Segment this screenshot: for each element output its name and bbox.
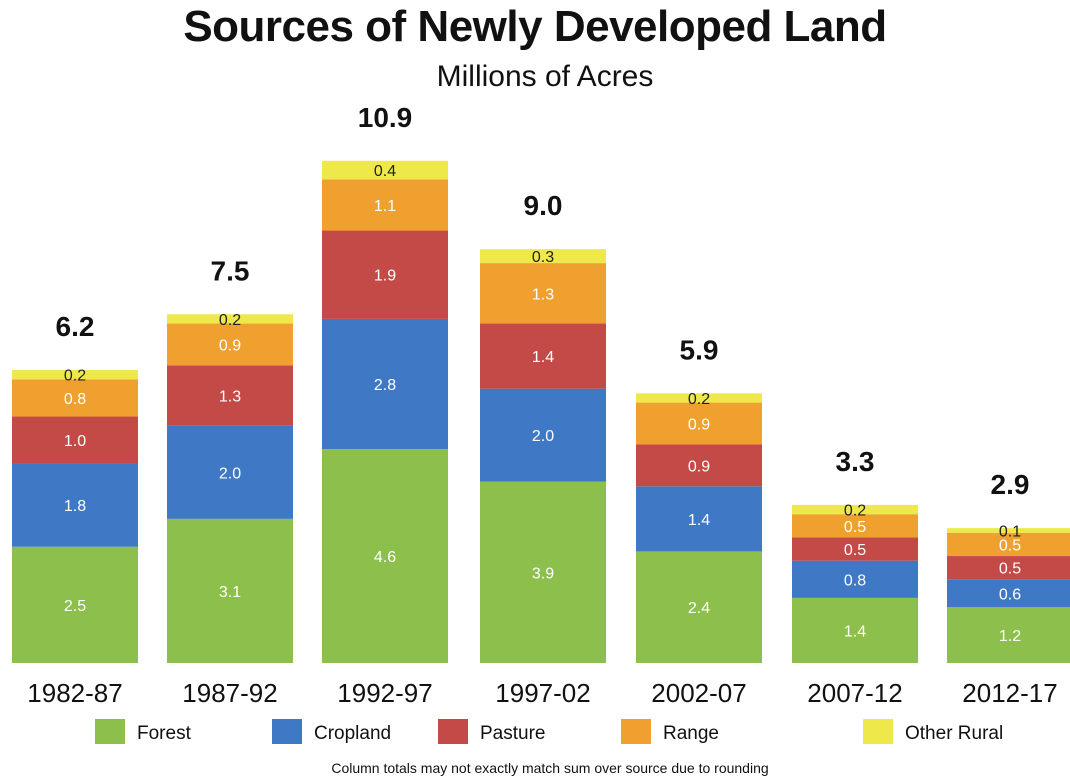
segment-value-label: 4.6	[374, 549, 396, 566]
segment-value-label: 1.0	[64, 433, 86, 450]
bar-segment-forest	[792, 597, 918, 663]
segment-value-label: 0.8	[844, 572, 866, 589]
x-tick-label: 2012-17	[962, 678, 1057, 708]
segment-value-label: 0.4	[374, 163, 396, 180]
bar-segment-pasture	[167, 365, 293, 426]
bar-segment-cropland	[947, 579, 1070, 608]
segment-value-label: 0.5	[999, 561, 1021, 578]
legend-label: Forest	[137, 723, 192, 744]
bar-segment-forest	[636, 551, 762, 663]
x-tick-label: 2002-07	[651, 678, 746, 708]
bar-segment-cropland	[792, 560, 918, 598]
segment-value-label: 0.2	[219, 312, 241, 329]
bar-segment-cropland	[167, 425, 293, 519]
legend-label: Cropland	[314, 723, 391, 744]
x-tick-label: 2007-12	[807, 678, 902, 708]
bar-segment-forest	[947, 607, 1070, 663]
segment-value-label: 1.3	[532, 286, 554, 303]
bar-segment-pasture	[322, 230, 448, 319]
bar-segment-cropland	[480, 388, 606, 482]
bar-segment-forest	[322, 449, 448, 663]
bar-segment-pasture	[792, 537, 918, 561]
segment-value-label: 0.2	[64, 368, 86, 385]
bar-total-label: 7.5	[211, 255, 250, 286]
legend-swatch-range	[621, 719, 651, 744]
segment-value-label: 2.8	[374, 377, 396, 394]
bar-segment-cropland	[12, 463, 138, 547]
bar-segment-range	[322, 179, 448, 231]
segment-value-label: 1.4	[532, 349, 554, 366]
bar-segment-other-rural	[480, 249, 606, 264]
bar-segment-pasture	[480, 323, 606, 389]
bar-total-label: 5.9	[680, 334, 719, 365]
segment-value-label: 0.3	[532, 249, 554, 266]
segment-value-label: 2.0	[219, 465, 241, 482]
legend-swatch-pasture	[438, 719, 468, 744]
x-tick-label: 1982-87	[27, 678, 122, 708]
bar-segment-forest	[480, 481, 606, 663]
segment-value-label: 0.2	[844, 503, 866, 520]
segment-value-label: 0.5	[844, 542, 866, 559]
bar-total-label: 2.9	[991, 469, 1030, 500]
segment-value-label: 1.2	[999, 628, 1021, 645]
segment-value-label: 0.2	[688, 391, 710, 408]
segment-value-label: 0.8	[64, 391, 86, 408]
chart-subtitle: Millions of Acres	[436, 60, 654, 93]
segment-value-label: 0.9	[219, 337, 241, 354]
segment-value-label: 2.5	[64, 598, 86, 615]
segment-value-label: 2.4	[688, 600, 710, 617]
legend-swatch-cropland	[272, 719, 302, 744]
legend-swatch-forest	[95, 719, 125, 744]
segment-value-label: 3.1	[219, 584, 241, 601]
x-tick-label: 1992-97	[337, 678, 432, 708]
segment-value-label: 1.1	[374, 198, 396, 215]
bar-segment-range	[480, 263, 606, 324]
segment-value-label: 0.5	[844, 519, 866, 536]
segment-value-label: 0.1	[999, 523, 1021, 540]
segment-value-label: 1.9	[374, 268, 396, 285]
bar-total-label: 3.3	[836, 446, 875, 477]
bar-segment-other-rural	[792, 504, 918, 515]
bar-total-label: 6.2	[56, 311, 95, 342]
segment-value-label: 0.9	[688, 458, 710, 475]
bar-segment-range	[636, 402, 762, 445]
segment-value-label: 1.4	[844, 623, 866, 640]
bar-segment-forest	[167, 518, 293, 663]
segment-value-label: 1.8	[64, 498, 86, 515]
x-tick-label: 1987-92	[182, 678, 277, 708]
bar-segment-pasture	[947, 556, 1070, 580]
bar-segment-other-rural	[12, 370, 138, 380]
x-tick-label: 1997-02	[495, 678, 590, 708]
rounding-footnote: Column totals may not exactly match sum …	[331, 760, 769, 776]
bar-segment-range	[792, 514, 918, 538]
bar-segment-pasture	[12, 416, 138, 464]
legend-label: Range	[663, 723, 719, 744]
segment-value-label: 2.0	[532, 428, 554, 445]
chart-title: Sources of Newly Developed Land	[183, 2, 887, 51]
bar-segment-cropland	[322, 318, 448, 450]
segment-value-label: 0.6	[999, 586, 1021, 603]
bar-segment-other-rural	[636, 393, 762, 403]
legend-label: Pasture	[480, 723, 545, 744]
segment-value-label: 0.9	[688, 417, 710, 434]
bar-segment-range	[167, 323, 293, 366]
bar-segment-range	[12, 379, 138, 417]
bar-segment-range	[947, 532, 1070, 557]
bar-segment-pasture	[636, 444, 762, 487]
bar-segment-cropland	[636, 486, 762, 552]
bar-segment-other-rural	[947, 528, 1070, 533]
segment-value-label: 1.3	[219, 389, 241, 406]
segment-value-label: 0.5	[999, 537, 1021, 554]
bar-segment-other-rural	[167, 314, 293, 324]
legend-swatch-other-rural	[863, 719, 893, 744]
segment-value-label: 1.4	[688, 512, 710, 529]
segment-value-label: 3.9	[532, 565, 554, 582]
bar-segment-other-rural	[322, 160, 448, 180]
bar-total-label: 9.0	[524, 190, 563, 221]
legend-label: Other Rural	[905, 723, 1003, 744]
bar-segment-forest	[12, 546, 138, 663]
bar-total-label: 10.9	[358, 102, 413, 133]
